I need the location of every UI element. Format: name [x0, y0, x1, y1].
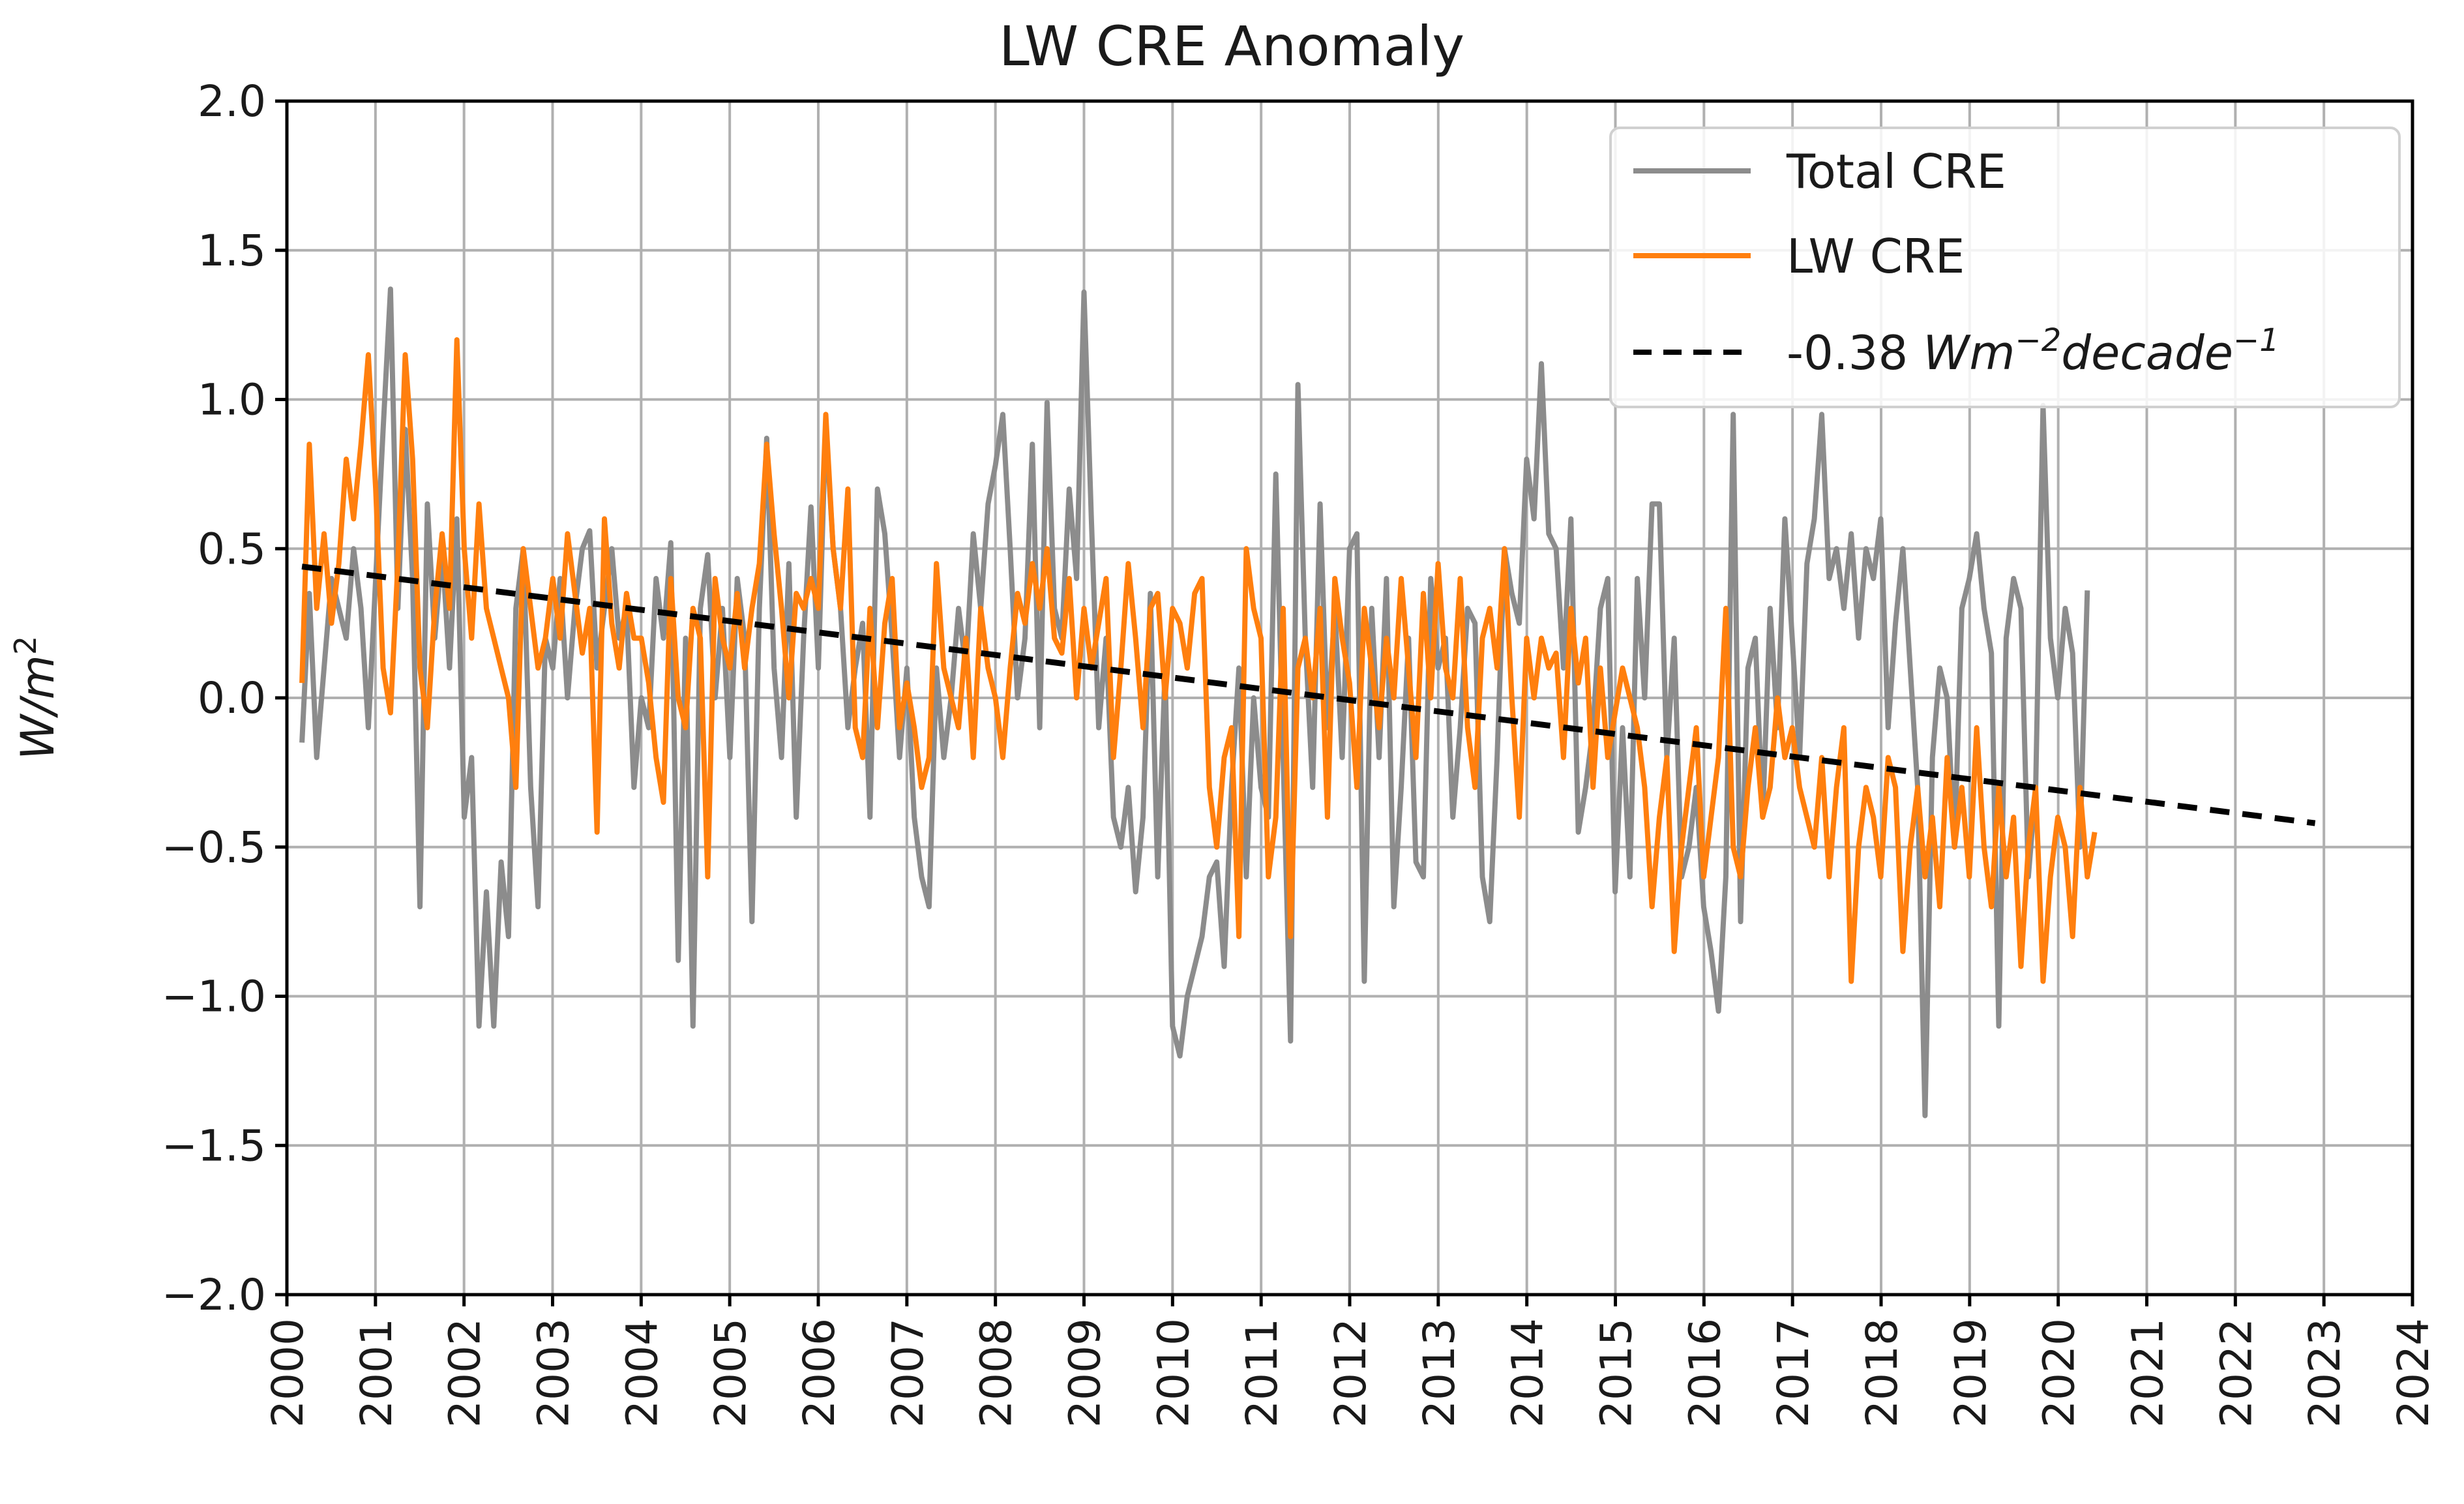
trend-line: [301, 564, 2316, 826]
legend-box: [1609, 127, 2401, 408]
x-tick-label-2022: 2022: [2211, 1318, 2261, 1428]
y-tick-label-3: 0.5: [198, 524, 266, 574]
x-tick-label-2009: 2009: [1060, 1318, 1110, 1428]
x-tick-label-2018: 2018: [1857, 1318, 1907, 1428]
legend-trend-sup1: −2: [2015, 322, 2062, 359]
y-tick-label-2: 1.0: [198, 375, 266, 425]
x-tick-label-2001: 2001: [351, 1318, 402, 1428]
legend-label-lw-cre: LW CRE: [1787, 229, 1965, 284]
y-tick-label-8: −2.0: [162, 1270, 266, 1320]
x-tick-label-2000: 2000: [263, 1318, 313, 1428]
x-tick-label-2005: 2005: [705, 1318, 756, 1428]
series-total-cre: [299, 286, 2090, 1119]
trend-line-group: [301, 564, 2316, 826]
legend: Total CRE LW CRE -0.38 Wm−2decade−1: [1609, 127, 2401, 408]
svg-text:W/m2: W/m2: [8, 636, 65, 760]
y-tick-label-4: 0.0: [198, 673, 266, 723]
x-tick-label-2016: 2016: [1680, 1318, 1730, 1428]
legend-trend-value: -0.38: [1787, 325, 1923, 380]
x-tick-label-2003: 2003: [529, 1318, 579, 1428]
x-tick-label-2013: 2013: [1414, 1318, 1464, 1428]
y-tick-label-5: −0.5: [162, 822, 266, 873]
x-tick-label-2019: 2019: [1946, 1318, 1996, 1428]
x-tick-label-2023: 2023: [2300, 1318, 2350, 1428]
x-tick-label-2014: 2014: [1503, 1318, 1553, 1428]
legend-label-total-cre: Total CRE: [1786, 144, 2006, 199]
x-tick-labels: 2000 2001 2002 2003 2004 2005 2006 2007 2008 2009…: [263, 1295, 2439, 1428]
y-tick-label-0: 2.0: [198, 76, 266, 127]
x-tick-label-2004: 2004: [617, 1318, 667, 1428]
x-tick-label-2011: 2011: [1237, 1318, 1287, 1428]
x-tick-label-2015: 2015: [1592, 1318, 1642, 1428]
x-tick-label-2020: 2020: [2034, 1318, 2085, 1428]
x-tick-label-2012: 2012: [1326, 1318, 1376, 1428]
x-tick-label-2017: 2017: [1768, 1318, 1818, 1428]
y-tick-label-6: −1.0: [162, 972, 266, 1022]
x-tick-label-2006: 2006: [794, 1318, 844, 1428]
y-tick-label-1: 1.5: [198, 226, 266, 276]
legend-trend-unit-decade: decade: [2061, 325, 2233, 380]
x-tick-label-2002: 2002: [440, 1318, 490, 1428]
y-axis-label-text: W/m: [11, 655, 65, 760]
x-tick-label-2007: 2007: [883, 1318, 933, 1428]
chart-title: LW CRE Anomaly: [999, 14, 1464, 78]
x-tick-label-2008: 2008: [972, 1318, 1022, 1428]
y-axis-label: W/m2: [8, 636, 65, 760]
x-tick-label-2010: 2010: [1148, 1318, 1198, 1428]
total-cre-line: [299, 286, 2090, 1119]
legend-trend-unit-w: Wm: [1923, 325, 2015, 380]
legend-label-trend: -0.38 Wm−2decade−1: [1787, 322, 2279, 380]
y-tick-labels: 2.0 1.5 1.0 0.5 0.0 −0.5 −1.0 −1.5 −2.0: [162, 76, 287, 1320]
x-tick-label-2024: 2024: [2388, 1318, 2439, 1428]
legend-trend-sup2: −1: [2233, 322, 2279, 359]
y-tick-label-7: −1.5: [162, 1120, 266, 1171]
y-axis-label-superscript: 2: [8, 636, 43, 655]
x-tick-label-2021: 2021: [2123, 1318, 2173, 1428]
